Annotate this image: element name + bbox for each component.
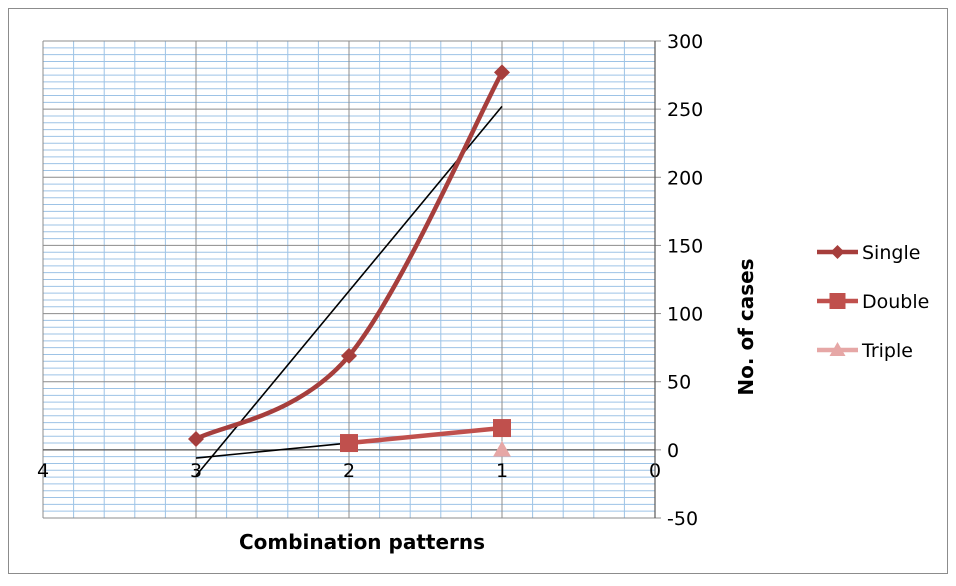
data-point-triple [493,440,511,457]
data-point-single [341,347,357,364]
data-point-single [188,430,204,447]
legend-label-triple: Triple [861,340,913,362]
data-point-single [494,64,510,81]
y-tick-label: 100 [667,304,703,326]
x-axis-label: Combination patterns [239,530,485,554]
label-layer: Combination patterns No. of cases [239,258,758,554]
legend-marker-single [830,245,845,259]
legend: Single Double Triple [817,242,929,362]
y-tick-label: 150 [667,235,703,257]
y-tick-label: 50 [667,372,691,394]
y-tick-label: 250 [667,99,703,121]
legend-label-single: Single [862,242,920,264]
grid-layer [42,40,656,519]
x-tick-label: 1 [496,460,508,482]
x-tick-label: 2 [343,460,355,482]
series-layer [193,70,505,446]
legend-label-double: Double [862,291,929,313]
y-axis-label: No. of cases [734,258,758,395]
x-tick-label: 4 [37,460,49,482]
data-point-double [340,434,358,453]
trendline [195,105,503,477]
marker-layer [188,64,511,457]
series-line-single [193,70,505,442]
x-tick-label: 3 [190,460,202,482]
y-tick-label: 200 [667,167,703,189]
chart-frame [8,8,948,574]
series-line-double [346,425,505,446]
y-tick-label: -50 [667,508,698,530]
legend-marker-double [829,293,846,309]
y-tick-label: 0 [667,440,679,462]
legend-marker-triple [829,342,846,356]
y-tick-label: 300 [667,31,703,53]
data-point-double [493,419,511,438]
